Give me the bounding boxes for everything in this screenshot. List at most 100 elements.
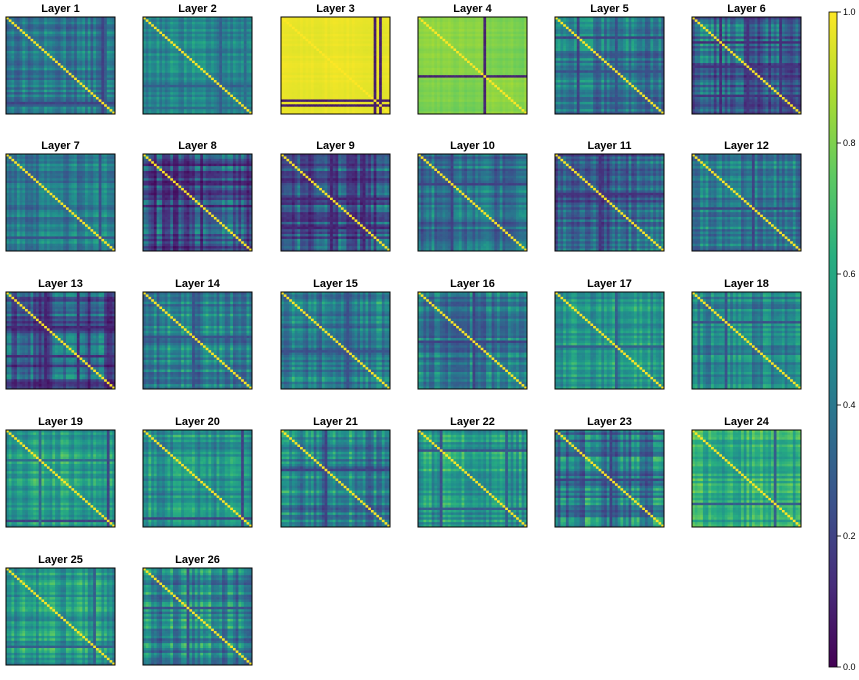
heatmap-cell <box>85 36 88 39</box>
heatmap-cell <box>104 51 107 54</box>
heatmap-cell <box>233 24 236 27</box>
heatmap-cell <box>41 97 44 100</box>
heatmap-cell <box>85 58 88 61</box>
heatmap-cell <box>82 39 85 42</box>
heatmap-cell <box>176 56 179 59</box>
heatmap-cell <box>198 80 201 83</box>
heatmap-cell <box>74 87 77 90</box>
heatmap-cell <box>63 41 66 44</box>
heatmap-panel: Layer 1 <box>6 3 115 114</box>
heatmap-cell <box>90 99 93 102</box>
heatmap-cell <box>170 27 173 30</box>
heatmap-cell <box>41 34 44 37</box>
heatmap-cell <box>168 58 171 61</box>
heatmap-cell <box>181 102 184 105</box>
heatmap-cell <box>146 85 149 88</box>
heatmap-cell <box>28 92 31 95</box>
heatmap-cell <box>203 90 206 93</box>
heatmap-cell <box>154 56 157 59</box>
heatmap-cell <box>159 75 162 78</box>
heatmap-cell <box>71 82 74 85</box>
heatmap-cell <box>61 104 64 107</box>
heatmap-cell <box>168 36 171 39</box>
heatmap-cell <box>20 80 23 83</box>
heatmap-cell <box>110 85 113 88</box>
heatmap-cell <box>71 41 74 44</box>
heatmap-cell <box>227 99 230 102</box>
heatmap-cell <box>198 104 201 107</box>
heatmap-cell <box>28 73 31 76</box>
heatmap-cell <box>61 92 64 95</box>
heatmap-cell <box>14 109 17 112</box>
heatmap-cell <box>187 56 190 59</box>
heatmap-cell <box>206 107 209 110</box>
heatmap-cell <box>151 44 154 47</box>
heatmap-cell <box>162 87 165 90</box>
heatmap-cell <box>101 99 104 102</box>
heatmap-cell <box>69 92 72 95</box>
heatmap-cell <box>20 82 23 85</box>
heatmap-cell <box>104 46 107 49</box>
heatmap-cell <box>206 58 209 61</box>
heatmap-cell <box>238 44 241 47</box>
heatmap-cell <box>107 80 110 83</box>
heatmap-cell <box>41 24 44 27</box>
heatmap-cell <box>11 29 14 32</box>
heatmap-cell <box>77 51 80 54</box>
heatmap-cell <box>110 29 113 32</box>
heatmap-cell <box>211 82 214 85</box>
heatmap-cell <box>241 70 244 73</box>
heatmap-cell <box>71 27 74 30</box>
heatmap-cell <box>17 73 20 76</box>
heatmap-cell <box>66 75 69 78</box>
heatmap-cell <box>230 32 233 35</box>
heatmap-cell <box>225 75 228 78</box>
heatmap-cell <box>50 66 53 69</box>
heatmap-cell <box>96 102 99 105</box>
heatmap-cell <box>101 63 104 66</box>
heatmap-cell <box>80 85 83 88</box>
heatmap-cell <box>110 41 113 44</box>
heatmap-cell <box>200 53 203 56</box>
heatmap-cell <box>219 58 222 61</box>
heatmap-cell <box>39 92 42 95</box>
heatmap-cell <box>20 102 23 105</box>
heatmap-cell <box>189 63 192 66</box>
heatmap-cell <box>233 90 236 93</box>
heatmap-cell <box>230 97 233 100</box>
heatmap-cell <box>107 82 110 85</box>
heatmap-cell <box>93 29 96 32</box>
heatmap-cell <box>187 61 190 64</box>
heatmap-cell <box>151 78 154 81</box>
heatmap-cell <box>66 51 69 54</box>
heatmap-cell <box>217 70 220 73</box>
heatmap-cell <box>11 41 14 44</box>
heatmap-cell <box>219 80 222 83</box>
heatmap-cell <box>20 104 23 107</box>
heatmap-cell <box>184 27 187 30</box>
heatmap-cell <box>90 49 93 52</box>
heatmap-cell <box>227 34 230 37</box>
heatmap-cell <box>192 19 195 22</box>
heatmap-cell <box>50 104 53 107</box>
heatmap-cell <box>244 27 247 30</box>
heatmap-cell <box>71 102 74 105</box>
heatmap-cell <box>9 51 12 54</box>
heatmap-cell <box>14 24 17 27</box>
heatmap-cell <box>203 49 206 52</box>
heatmap-cell <box>211 44 214 47</box>
heatmap-cell <box>88 34 91 37</box>
heatmap-cell <box>63 61 66 64</box>
heatmap-cell <box>71 51 74 54</box>
heatmap-cell <box>41 27 44 30</box>
heatmap-cell <box>71 34 74 37</box>
heatmap-cell <box>22 19 25 22</box>
heatmap-cell <box>55 80 58 83</box>
heatmap-cell <box>55 63 58 66</box>
heatmap-cell <box>211 56 214 59</box>
heatmap-cell <box>241 90 244 93</box>
heatmap-cell <box>178 80 181 83</box>
heatmap-cell <box>50 51 53 54</box>
heatmap-cell <box>47 44 50 47</box>
heatmap-cell <box>63 92 66 95</box>
